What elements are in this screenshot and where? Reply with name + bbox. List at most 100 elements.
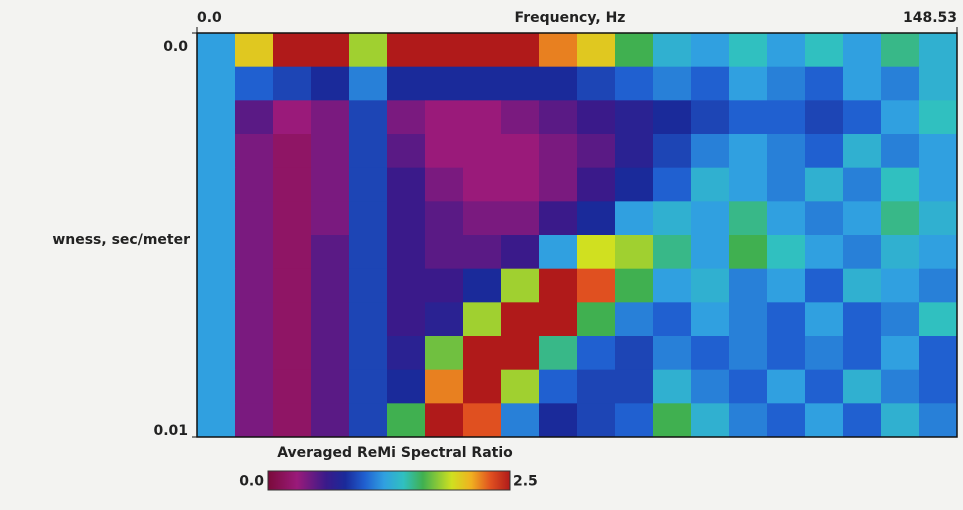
heatmap-cell [539, 370, 578, 404]
heatmap-cell [197, 302, 236, 336]
heatmap-cell [501, 302, 540, 336]
heatmap-cell [767, 370, 806, 404]
heatmap-cell [425, 33, 464, 67]
heatmap-cell [919, 134, 958, 168]
heatmap-cell [387, 67, 426, 101]
heatmap-cell [767, 100, 806, 134]
heatmap-cell [577, 336, 616, 370]
heatmap-cell [805, 67, 844, 101]
heatmap-cell [235, 134, 274, 168]
heatmap-cell [881, 134, 920, 168]
heatmap-cell [349, 168, 388, 202]
heatmap-cell [577, 100, 616, 134]
heatmap-cell [653, 33, 692, 67]
heatmap-cell [767, 403, 806, 437]
heatmap-cell [197, 269, 236, 303]
heatmap-cell [919, 403, 958, 437]
heatmap-cell [653, 336, 692, 370]
heatmap-cell [463, 403, 502, 437]
heatmap-cell [539, 134, 578, 168]
heatmap-cell [387, 201, 426, 235]
heatmap-cell [615, 168, 654, 202]
heatmap-cell [273, 370, 312, 404]
colorbar-title: Averaged ReMi Spectral Ratio [277, 445, 513, 461]
heatmap-cell [805, 302, 844, 336]
colorbar-tick-label: 2.5 [513, 474, 538, 490]
heatmap-cell [843, 302, 882, 336]
heatmap-cell [311, 67, 350, 101]
heatmap-cell [653, 269, 692, 303]
heatmap-cell [729, 201, 768, 235]
heatmap-cell [843, 269, 882, 303]
heatmap-cell [273, 403, 312, 437]
heatmap-cell [425, 302, 464, 336]
heatmap-cell [463, 168, 502, 202]
heatmap-cell [197, 370, 236, 404]
heatmap-cell [843, 336, 882, 370]
heatmap-cell [691, 168, 730, 202]
heatmap-cell [691, 403, 730, 437]
heatmap-cell [501, 370, 540, 404]
heatmap-cell [805, 235, 844, 269]
heatmap-cell [577, 33, 616, 67]
heatmap-cell [577, 370, 616, 404]
heatmap-cell [691, 269, 730, 303]
heatmap-cell [653, 370, 692, 404]
heatmap-cell [843, 67, 882, 101]
heatmap-cell [615, 336, 654, 370]
heatmap-cell [387, 134, 426, 168]
heatmap-cell [653, 67, 692, 101]
heatmap-cell [539, 302, 578, 336]
heatmap-cell [767, 336, 806, 370]
heatmap-cell [501, 134, 540, 168]
heatmap-cell [615, 100, 654, 134]
heatmap-cell [235, 100, 274, 134]
heatmap-cell [349, 302, 388, 336]
heatmap-cell [539, 336, 578, 370]
heatmap-cell [615, 403, 654, 437]
heatmap-cell [881, 201, 920, 235]
heatmap-cell [273, 201, 312, 235]
heatmap-cell [463, 269, 502, 303]
heatmap-cell [805, 336, 844, 370]
heatmap-cell [197, 403, 236, 437]
heatmap-cell [349, 134, 388, 168]
heatmap-cell [843, 134, 882, 168]
heatmap-cell [539, 67, 578, 101]
heatmap-cell [881, 269, 920, 303]
heatmap-cell [311, 336, 350, 370]
heatmap-cell [919, 100, 958, 134]
heatmap-cell [311, 100, 350, 134]
heatmap-cell [881, 67, 920, 101]
heatmap-cell [881, 370, 920, 404]
heatmap-cell [919, 370, 958, 404]
chart: Frequency, Hz wness, sec/meter Averaged … [0, 0, 963, 510]
heatmap-cell [615, 370, 654, 404]
heatmap-cell [729, 134, 768, 168]
heatmap-cell [767, 168, 806, 202]
heatmap-cell [767, 134, 806, 168]
heatmap-cell [767, 201, 806, 235]
heatmap-cell [311, 302, 350, 336]
heatmap-cell [349, 67, 388, 101]
heatmap-cell [729, 33, 768, 67]
heatmap-cell [615, 302, 654, 336]
heatmap-cell [691, 336, 730, 370]
heatmap-cell [197, 67, 236, 101]
heatmap-cell [653, 201, 692, 235]
heatmap-cell [425, 269, 464, 303]
heatmap-cell [615, 201, 654, 235]
colorbar-tick-label: 0.0 [239, 474, 264, 490]
heatmap-cell [463, 302, 502, 336]
heatmap-cell [577, 201, 616, 235]
heatmap-cell [843, 33, 882, 67]
heatmap-cell [539, 403, 578, 437]
heatmap-cell [691, 67, 730, 101]
heatmap-cell [425, 201, 464, 235]
heatmap-cell [425, 67, 464, 101]
heatmap-cell [463, 370, 502, 404]
heatmap-cell [387, 302, 426, 336]
heatmap-cell [235, 269, 274, 303]
heatmap-cell [881, 336, 920, 370]
colorbar [268, 471, 510, 490]
